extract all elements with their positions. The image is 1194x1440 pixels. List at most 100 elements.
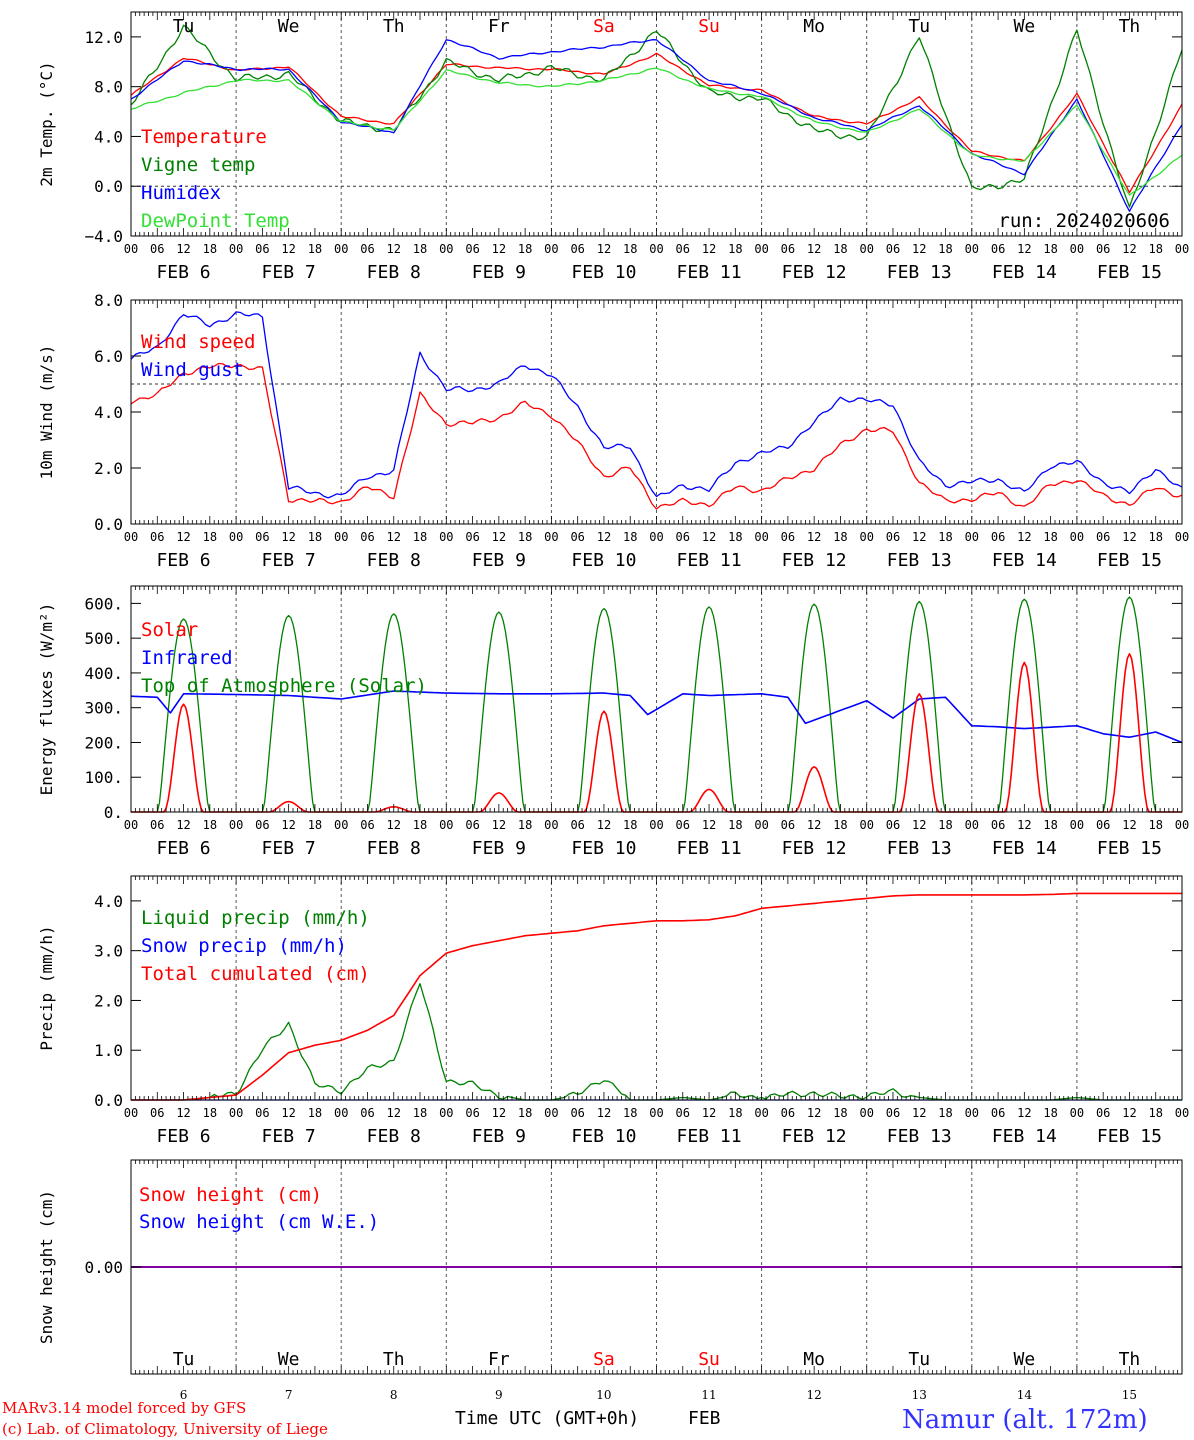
hour-label: 00 (544, 1106, 558, 1120)
hour-label: 00 (544, 818, 558, 832)
hour-label: 18 (308, 242, 322, 256)
hour-label: 00 (1175, 242, 1189, 256)
hour-label: 06 (781, 1106, 795, 1120)
hour-label: 06 (255, 530, 269, 544)
hour-label: 06 (781, 242, 795, 256)
y-tick-label: 100. (84, 768, 123, 787)
hour-label: 18 (728, 530, 742, 544)
y-tick-label: 1.0 (94, 1041, 123, 1060)
hour-label: 12 (702, 1106, 716, 1120)
hour-label: 06 (676, 818, 690, 832)
hour-label: 00 (754, 1106, 768, 1120)
y-tick-label: 300. (84, 699, 123, 718)
legend-entry: Snow precip (mm/h) (141, 935, 347, 957)
y-axis-label: Energy fluxes (W/m²) (37, 603, 56, 796)
hour-label: 00 (649, 242, 663, 256)
date-label: FEB 15 (1097, 838, 1162, 859)
hour-label: 18 (623, 818, 637, 832)
footer-lab-credit: (c) Lab. of Climatology, University of L… (2, 1420, 328, 1438)
day-number-label: 13 (912, 1388, 927, 1402)
date-label: FEB 14 (992, 1126, 1057, 1147)
footer: MARv3.14 model forced by GFS (c) Lab. of… (2, 1399, 1148, 1438)
y-tick-label: 400. (84, 664, 123, 683)
date-label: FEB 14 (992, 262, 1057, 283)
y-tick-label: 0.0 (94, 515, 123, 534)
hour-label: 12 (176, 1106, 190, 1120)
hour-label: 00 (754, 242, 768, 256)
hour-label: 18 (308, 1106, 322, 1120)
hour-label: 18 (623, 530, 637, 544)
date-label: FEB 11 (677, 1126, 742, 1147)
hour-label: 12 (387, 242, 401, 256)
date-label: FEB 15 (1097, 550, 1162, 571)
hour-label: 18 (413, 530, 427, 544)
hour-label: 12 (176, 818, 190, 832)
day-number-label: 15 (1122, 1388, 1137, 1402)
y-tick-label: 4.0 (94, 403, 123, 422)
hour-label: 18 (938, 1106, 952, 1120)
hour-label: 18 (203, 818, 217, 832)
date-label: FEB 6 (156, 550, 210, 571)
infrared-line (130, 690, 1183, 744)
hour-label: 00 (124, 242, 138, 256)
y-tick-label: 0.0 (94, 1091, 123, 1110)
hour-label: 12 (1017, 242, 1031, 256)
hour-label: 18 (1043, 530, 1057, 544)
date-label: FEB 7 (262, 838, 316, 859)
date-label: FEB 11 (677, 550, 742, 571)
hour-label: 12 (597, 242, 611, 256)
day-number-label: 8 (390, 1388, 398, 1402)
hour-label: 06 (1096, 530, 1110, 544)
hour-label: 06 (886, 1106, 900, 1120)
x-axis-label: Time UTC (GMT+0h) (455, 1408, 639, 1429)
hour-label: 00 (334, 1106, 348, 1120)
hour-label: 00 (965, 1106, 979, 1120)
hour-label: 12 (1122, 530, 1136, 544)
date-label: FEB 9 (472, 1126, 526, 1147)
y-tick-label: 8.0 (94, 78, 123, 97)
hour-label: 12 (387, 530, 401, 544)
day-name-label: Mo (803, 1349, 825, 1370)
hour-label: 00 (439, 818, 453, 832)
y-tick-label: 200. (84, 733, 123, 752)
date-label: FEB 7 (262, 262, 316, 283)
day-number-label: 11 (701, 1388, 716, 1402)
hour-label: 06 (465, 242, 479, 256)
y-tick-label: 500. (84, 629, 123, 648)
hour-label: 00 (334, 530, 348, 544)
hour-label: 00 (334, 242, 348, 256)
y-tick-label: 2.0 (94, 459, 123, 478)
hour-label: 18 (203, 530, 217, 544)
day-name-label: Tu (173, 1349, 195, 1370)
day-name-label: Su (698, 16, 720, 37)
date-label: FEB 10 (571, 262, 636, 283)
date-label: FEB 7 (262, 550, 316, 571)
hour-label: 00 (124, 530, 138, 544)
hour-label: 06 (570, 818, 584, 832)
hour-label: 06 (570, 1106, 584, 1120)
hour-label: 06 (781, 530, 795, 544)
date-label: FEB 9 (472, 262, 526, 283)
date-label: FEB 8 (367, 262, 421, 283)
hour-label: 18 (203, 242, 217, 256)
hour-label: 06 (570, 530, 584, 544)
hour-label: 00 (544, 242, 558, 256)
hour-label: 00 (649, 818, 663, 832)
hour-label: 18 (518, 530, 532, 544)
y-axis-label: 10m Wind (m/s) (37, 345, 56, 480)
day-number-label: 7 (285, 1388, 293, 1402)
hour-label: 06 (255, 242, 269, 256)
hour-label: 06 (255, 1106, 269, 1120)
hour-label: 00 (124, 818, 138, 832)
hour-label: 18 (728, 818, 742, 832)
hour-label: 18 (1043, 818, 1057, 832)
hour-label: 00 (229, 1106, 243, 1120)
hour-label: 06 (676, 242, 690, 256)
hour-label: 06 (991, 818, 1005, 832)
y-tick-label: 2.0 (94, 991, 123, 1010)
hour-label: 06 (150, 242, 164, 256)
axes-layer (130, 11, 1183, 1375)
hour-label: 12 (912, 1106, 926, 1120)
hour-label: 18 (938, 818, 952, 832)
day-name-label: Mo (803, 16, 825, 37)
